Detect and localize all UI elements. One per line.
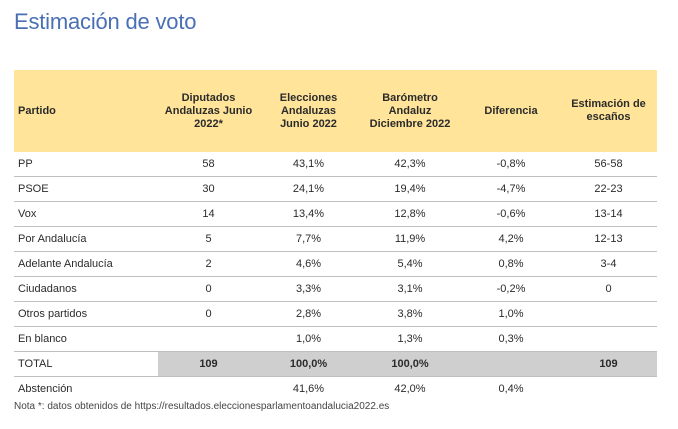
cell-elecciones: 3,3% <box>259 276 358 302</box>
cell-elecciones: 24,1% <box>259 176 358 202</box>
table-row: Vox 14 13,4% 12,8% -0,6% 13-14 <box>14 201 657 227</box>
cell-escanos: 0 <box>560 276 657 302</box>
cell-diputados: 0 <box>158 276 259 302</box>
cell-elecciones: 43,1% <box>259 152 358 177</box>
abstencion-escanos <box>560 377 657 402</box>
header-partido: Partido <box>18 104 56 117</box>
cell-diferencia: -0,6% <box>462 201 560 227</box>
source-note: Nota *: datos obtenidos de https://resul… <box>14 401 390 412</box>
cell-diputados: 30 <box>158 176 259 202</box>
cell-escanos: 3-4 <box>560 251 657 277</box>
total-diferencia <box>462 351 560 377</box>
page-title: Estimación de voto <box>14 9 197 34</box>
table-row: Por Andalucía 5 7,7% 11,9% 4,2% 12-13 <box>14 226 657 252</box>
cell-elecciones: 1,0% <box>259 326 358 352</box>
cell-diferencia: 0,8% <box>462 251 560 277</box>
cell-diferencia: -0,8% <box>462 152 560 177</box>
cell-escanos: 12-13 <box>560 226 657 252</box>
cell-barometro: 42,3% <box>358 152 462 177</box>
cell-barometro: 11,9% <box>358 226 462 252</box>
cell-escanos <box>560 326 657 352</box>
cell-partido: Ciudadanos <box>14 276 158 302</box>
cell-partido: PSOE <box>14 176 158 202</box>
cell-diputados: 0 <box>158 301 259 327</box>
total-diputados: 109 <box>158 351 259 377</box>
header-diputados: Diputados Andaluzas Junio 2022* <box>164 91 253 130</box>
abstencion-diferencia: 0,4% <box>498 383 524 395</box>
table-row: Adelante Andalucía 2 4,6% 5,4% 0,8% 3-4 <box>14 251 657 277</box>
header-elecciones: Elecciones Andaluzas Junio 2022 <box>279 91 338 130</box>
cell-partido: PP <box>14 152 158 177</box>
total-escanos: 109 <box>560 351 657 377</box>
table-row: Ciudadanos 0 3,3% 3,1% -0,2% 0 <box>14 276 657 302</box>
abstencion-elecciones: 41,6% <box>292 383 325 395</box>
cell-partido: Otros partidos <box>14 301 158 327</box>
cell-diferencia: 0,3% <box>462 326 560 352</box>
cell-barometro: 1,3% <box>358 326 462 352</box>
table-row: PSOE 30 24,1% 19,4% -4,7% 22-23 <box>14 176 657 202</box>
cell-barometro: 5,4% <box>358 251 462 277</box>
header-escanos: Estimación de escaños <box>571 98 646 123</box>
cell-elecciones: 4,6% <box>259 251 358 277</box>
cell-diputados: 5 <box>158 226 259 252</box>
cell-diferencia: 4,2% <box>462 226 560 252</box>
cell-barometro: 19,4% <box>358 176 462 202</box>
total-barometro: 100,0% <box>358 351 462 377</box>
cell-diputados: 58 <box>158 152 259 177</box>
table-row: Otros partidos 0 2,8% 3,8% 1,0% <box>14 301 657 327</box>
cell-escanos <box>560 301 657 327</box>
cell-elecciones: 13,4% <box>259 201 358 227</box>
cell-partido: En blanco <box>14 326 158 352</box>
cell-elecciones: 2,8% <box>259 301 358 327</box>
cell-diputados: 14 <box>158 201 259 227</box>
table-header-row: Partido Diputados Andaluzas Junio 2022* … <box>14 70 657 152</box>
header-diferencia: Diferencia <box>484 104 538 117</box>
header-barometro: Barómetro Andaluz Diciembre 2022 <box>369 91 451 130</box>
cell-escanos: 22-23 <box>560 176 657 202</box>
cell-partido: Por Andalucía <box>14 226 158 252</box>
total-row: TOTAL 109 100,0% 100,0% 109 <box>14 351 657 377</box>
table-row: En blanco 1,0% 1,3% 0,3% <box>14 326 657 352</box>
cell-barometro: 12,8% <box>358 201 462 227</box>
cell-diputados: 2 <box>158 251 259 277</box>
cell-diferencia: 1,0% <box>462 301 560 327</box>
cell-escanos: 13-14 <box>560 201 657 227</box>
cell-partido: Adelante Andalucía <box>14 251 158 277</box>
table-row: PP 58 43,1% 42,3% -0,8% 56-58 <box>14 152 657 177</box>
cell-elecciones: 7,7% <box>259 226 358 252</box>
cell-partido: Vox <box>14 201 158 227</box>
total-label: TOTAL <box>14 351 158 377</box>
abstencion-label: Abstención <box>18 383 73 395</box>
abstencion-barometro: 42,0% <box>394 383 426 395</box>
cell-barometro: 3,8% <box>358 301 462 327</box>
cell-diputados <box>158 326 259 352</box>
cell-escanos: 56-58 <box>560 152 657 177</box>
abstencion-diputados <box>158 377 259 402</box>
cell-diferencia: -0,2% <box>462 276 560 302</box>
cell-diferencia: -4,7% <box>462 176 560 202</box>
total-elecciones: 100,0% <box>259 351 358 377</box>
cell-barometro: 3,1% <box>358 276 462 302</box>
vote-estimate-table: Partido Diputados Andaluzas Junio 2022* … <box>14 70 657 401</box>
abstencion-row: Abstención 41,6% 42,0% 0,4% <box>14 377 657 402</box>
